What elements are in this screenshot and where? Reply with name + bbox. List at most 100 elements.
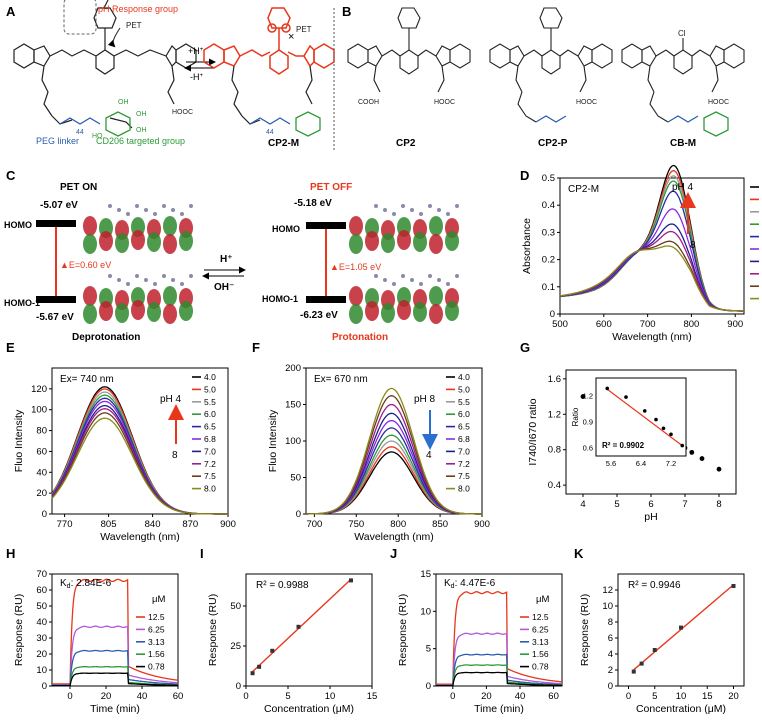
peg-n44-1: 44: [76, 129, 84, 136]
orbital-lobe: [429, 216, 443, 236]
inset-x-tick-label: 6.4: [636, 459, 646, 468]
product-label: CP2-M: [268, 138, 299, 149]
structure-compound-cp2p: HOOC CP2-P: [489, 7, 613, 149]
orbital-lobe: [365, 301, 379, 321]
orbital-lobe: [179, 301, 193, 321]
legend-entry: 6.0: [204, 409, 216, 419]
r2-label: R² = 0.9946: [628, 580, 681, 591]
homo-label-left: HOMO: [4, 220, 32, 230]
spr-sensorgram: [436, 671, 562, 687]
fit-line: [633, 584, 734, 671]
pet-blocked-mark: ×: [288, 31, 294, 43]
peg-chain-1: [59, 117, 101, 125]
x-tick-label: 900: [727, 319, 743, 330]
homo-energy-right: -5.18 eV: [294, 198, 332, 209]
atom: [374, 204, 378, 208]
y-tick-label: 20: [36, 649, 47, 660]
x-tick-label: 700: [640, 319, 656, 330]
homo-label-right: HOMO: [272, 224, 300, 234]
annotation-top: pH 4: [672, 182, 694, 193]
protonation-label: Protonation: [332, 332, 388, 343]
y-axis-label: Response (RU): [579, 594, 591, 666]
pet-on-label: PET ON: [60, 182, 97, 193]
atom: [108, 204, 112, 208]
atom: [446, 282, 450, 286]
ratio-point: [699, 456, 705, 461]
atom: [437, 208, 441, 212]
legend-entry: 7.0: [458, 446, 470, 456]
inset-y-tick-label: 0.6: [583, 443, 593, 452]
y-tick-label: 100: [31, 405, 47, 416]
atom: [401, 204, 405, 208]
absorbance-curve: [559, 190, 745, 312]
spr-sensorgram: [436, 591, 562, 687]
fluorescence-curve: [306, 446, 482, 515]
y-axis-label: Absorbance: [521, 218, 533, 274]
ratio-point: [716, 466, 722, 472]
legend-entry: 3.13: [148, 637, 165, 647]
concentration-point: [631, 669, 636, 674]
spr-sensorgram: [52, 578, 179, 687]
concentration-point: [257, 664, 262, 669]
atom: [419, 212, 423, 216]
x-tick-label: 500: [552, 319, 568, 330]
y-tick-label: 40: [36, 467, 47, 478]
homo1-label-right: HOMO-1: [262, 294, 298, 304]
x-tick-label: 600: [596, 319, 612, 330]
y-tick-label: 50: [230, 601, 241, 612]
kd-label: Kd: 4.47E-6: [444, 578, 496, 590]
y-tick-label: 5: [426, 644, 431, 655]
orbital-lobe: [365, 231, 379, 251]
atom: [189, 204, 193, 208]
legend-entry: 7.5: [458, 471, 470, 481]
inset-point: [624, 395, 628, 399]
y-tick-label: 120: [31, 384, 47, 395]
panel-letter-f: F: [252, 340, 260, 355]
x-tick-label: 805: [101, 519, 117, 530]
y-tick-label: 0: [608, 681, 613, 692]
compound-cbm-label: CB-M: [670, 138, 696, 149]
r2-label: R² = 0.9988: [256, 580, 309, 591]
y-tick-label: 60: [36, 585, 47, 596]
peg-n44-2: 44: [266, 129, 274, 136]
y-tick-label: 50: [36, 601, 47, 612]
atom: [401, 274, 405, 278]
y-axis-label: Response (RU): [13, 594, 25, 666]
y-axis-label: Response (RU): [397, 594, 409, 666]
cd206-oh-label-4: HO: [92, 133, 103, 140]
orbital-lobe: [163, 234, 177, 254]
chart-panel-k: K 0 5 10 15 20 0 2 4 6 8 10 12 Concentration (μM) Resp…: [574, 546, 745, 715]
panel-letter-j: J: [390, 546, 397, 561]
y-tick-label: 0.5: [542, 173, 555, 184]
fluorescence-curve: [306, 451, 482, 515]
x-tick-label: 10: [676, 691, 687, 702]
inset-point: [680, 443, 685, 448]
x-tick-label: 20: [101, 691, 112, 702]
orbital-lobe: [99, 231, 113, 251]
orbital-lobe: [381, 233, 395, 253]
inset-point: [661, 426, 666, 431]
orbital-lobe: [99, 301, 113, 321]
homo1-energy-left: -5.67 eV: [36, 312, 74, 323]
atom: [410, 278, 414, 282]
legend-entry: 5.5: [204, 397, 216, 407]
ratio-point: [580, 394, 586, 399]
absorbance-curve: [559, 223, 744, 312]
x-tick-label: 4: [580, 499, 585, 510]
oh-minus-c: OH⁻: [214, 282, 234, 293]
legend-entry: 6.25: [148, 624, 165, 634]
x-tick-label: 40: [515, 691, 526, 702]
chart-panel-f: F 700 750 800 850 900 0 50 100 150 200 Wavelength (…: [252, 340, 490, 543]
y-tick-label: 0: [426, 681, 431, 692]
x-tick-label: 10: [325, 691, 336, 702]
concentration-point: [349, 578, 353, 583]
cd206-oh-label-3: OH: [136, 127, 147, 134]
y-tick-label: 0: [42, 681, 47, 692]
x-tick-label: 20: [728, 691, 739, 702]
inset-y-label: Ratio: [571, 407, 580, 426]
x-axis-label: Time (min): [474, 703, 524, 715]
pet-off-label: PET OFF: [310, 182, 352, 193]
x-tick-label: 40: [137, 691, 148, 702]
absorbance-curve: [559, 240, 744, 312]
atom: [117, 208, 121, 212]
